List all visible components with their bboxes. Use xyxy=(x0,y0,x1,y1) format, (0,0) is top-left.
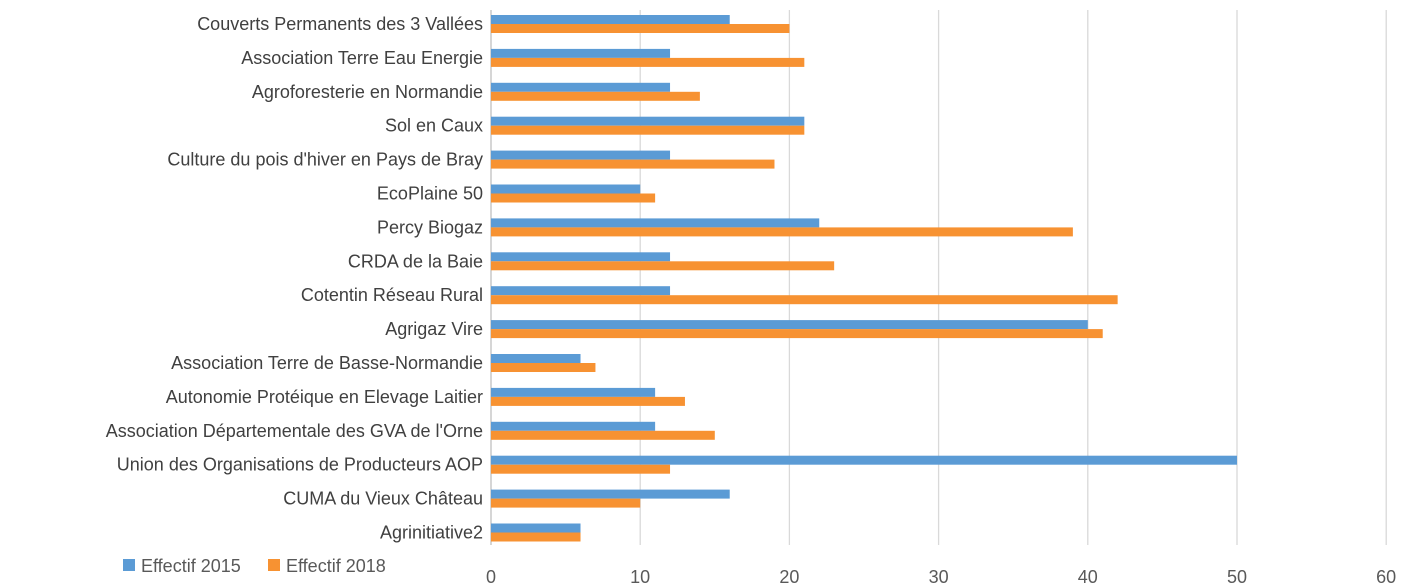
bar-2018-6 xyxy=(491,227,1073,237)
bar-2018-0 xyxy=(491,24,790,33)
category-label: Union des Organisations de Producteurs A… xyxy=(117,455,483,475)
bar-2015-13 xyxy=(491,455,1237,465)
bar-2018-1 xyxy=(491,57,805,67)
bar-2015-8 xyxy=(491,286,671,296)
bar-2018-2 xyxy=(491,91,700,101)
legend-label-2015: Effectif 2015 xyxy=(141,556,241,576)
category-label: Association Départementale des GVA de l'… xyxy=(106,421,483,441)
category-label: Sol en Caux xyxy=(385,116,483,136)
category-label: Autonomie Protéique en Elevage Laitier xyxy=(166,387,483,407)
category-label: EcoPlaine 50 xyxy=(377,184,483,204)
bar-2015-4 xyxy=(491,150,671,160)
legend-label-2018: Effectif 2018 xyxy=(286,556,386,576)
x-axis-tick-labels: 0 10 20 30 40 50 60 xyxy=(486,567,1396,584)
category-label: Association Terre de Basse-Normandie xyxy=(171,353,483,373)
x-tick-label: 30 xyxy=(929,567,949,584)
bar-2015-6 xyxy=(491,218,820,228)
bar-2015-3 xyxy=(491,116,805,126)
category-label: CRDA de la Baie xyxy=(348,251,483,271)
bar-2015-9 xyxy=(491,320,1088,330)
category-label: Culture du pois d'hiver en Pays de Bray xyxy=(167,150,483,170)
category-label: Cotentin Réseau Rural xyxy=(301,285,483,305)
bar-2018-3 xyxy=(491,125,805,135)
legend-swatch-2018 xyxy=(268,559,280,571)
bar-2018-9 xyxy=(491,329,1103,339)
x-tick-label: 50 xyxy=(1227,567,1247,584)
category-label: Percy Biogaz xyxy=(377,217,483,237)
bar-2018-12 xyxy=(491,430,715,440)
bar-2015-10 xyxy=(491,354,581,363)
bar-2018-11 xyxy=(491,396,685,406)
bar-2018-7 xyxy=(491,261,835,271)
bar-2018-5 xyxy=(491,193,656,203)
bar-2018-13 xyxy=(491,464,671,474)
legend-swatch-2015 xyxy=(123,559,135,571)
category-label: Agroforesterie en Normandie xyxy=(252,82,483,102)
category-label: Agrinitiative2 xyxy=(380,523,483,543)
bar-2015-11 xyxy=(491,387,656,397)
x-tick-label: 60 xyxy=(1376,567,1396,584)
category-label: Agrigaz Vire xyxy=(385,319,483,339)
bar-2015-12 xyxy=(491,421,656,431)
category-label: Couverts Permanents des 3 Vallées xyxy=(197,14,483,34)
bar-2015-1 xyxy=(491,48,671,58)
bar-2018-14 xyxy=(491,498,641,508)
x-tick-label: 20 xyxy=(779,567,799,584)
category-labels: Couverts Permanents des 3 Vallées Associa… xyxy=(106,14,483,543)
category-label: Association Terre Eau Energie xyxy=(241,48,483,68)
bar-2018-4 xyxy=(491,159,775,169)
bar-2015-0 xyxy=(491,15,730,24)
legend: Effectif 2015 Effectif 2018 xyxy=(123,556,386,576)
bar-2015-2 xyxy=(491,82,671,92)
category-label: CUMA du Vieux Château xyxy=(283,489,483,509)
bar-2015-7 xyxy=(491,252,671,262)
bar-2018-10 xyxy=(491,363,596,372)
x-tick-label: 10 xyxy=(630,567,650,584)
bar-2015-5 xyxy=(491,184,641,194)
bar-2015-15 xyxy=(491,523,581,533)
bar-2015-14 xyxy=(491,489,730,499)
x-tick-label: 0 xyxy=(486,567,496,584)
bar-2018-15 xyxy=(491,532,581,542)
bar-2018-8 xyxy=(491,295,1118,305)
bars xyxy=(491,15,1237,542)
x-tick-label: 40 xyxy=(1078,567,1098,584)
